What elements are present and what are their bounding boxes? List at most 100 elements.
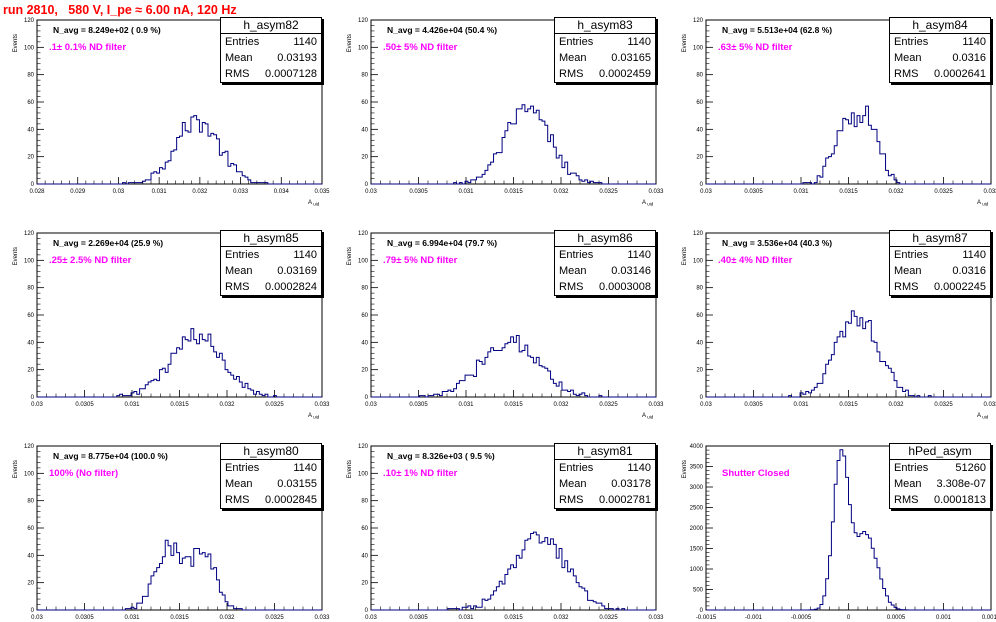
stats-value: 1140	[293, 462, 317, 474]
x-tick-label: 0.033	[648, 189, 664, 195]
y-tick-label: 0	[700, 395, 704, 401]
y-tick-label: 60	[361, 313, 368, 319]
y-axis-title: Events	[347, 247, 353, 265]
stats-row-rms: RMS 0.0002459	[555, 66, 655, 82]
y-tick-label: 3500	[690, 465, 704, 471]
stats-key: RMS	[559, 68, 584, 80]
stats-key: Entries	[225, 36, 260, 48]
stats-value: 51260	[955, 462, 986, 474]
x-tick-label: -0.0015	[696, 615, 717, 621]
stats-value: 0.03169	[277, 265, 317, 277]
x-tick-label: 0.035	[314, 189, 330, 195]
x-tick-label: 0.0015	[982, 615, 996, 621]
filter-label: .50± 5% ND filter	[383, 42, 458, 53]
stats-value: 1140	[293, 249, 317, 261]
histogram-series	[37, 115, 322, 185]
stats-box: h_asym87 Entries 1140 Mean 0.0316 RMS 0.000224…	[889, 230, 991, 296]
histogram-name: h_asym87	[890, 231, 990, 247]
y-tick-label: 0	[365, 608, 369, 614]
stats-value: 0.0316	[952, 265, 986, 277]
filter-label: 100% (No filter)	[49, 468, 119, 479]
y-tick-label: 120	[693, 231, 704, 237]
stats-value: 3.308e-07	[936, 478, 986, 490]
y-tick-label: 60	[27, 313, 34, 319]
x-tick-label: 0.0005	[887, 615, 906, 621]
y-tick-label: 100	[358, 471, 369, 477]
stats-key: Entries	[894, 36, 929, 48]
filter-label: .40± 4% ND filter	[718, 255, 793, 266]
y-tick-label: 80	[696, 73, 703, 79]
stats-row-rms: RMS 0.0002641	[890, 66, 990, 82]
y-tick-label: 80	[27, 499, 34, 505]
x-tick-label: 0.029	[70, 189, 86, 195]
y-tick-label: 120	[24, 231, 35, 237]
x-tick-label: 0.032	[888, 189, 904, 195]
filter-label: .1± 0.1% ND filter	[49, 42, 127, 53]
y-tick-label: 20	[27, 368, 34, 374]
filter-label: .25± 2.5% ND filter	[49, 255, 132, 266]
stats-row-entries: Entries 1140	[221, 34, 321, 50]
x-tick-label: 0.0315	[504, 189, 523, 195]
stats-row-mean: Mean 0.03146	[555, 263, 655, 279]
x-tick-label: 0.033	[983, 189, 996, 195]
y-axis-title: Events	[347, 460, 353, 478]
histogram-name: h_asym85	[221, 231, 321, 247]
x-axis-title: A uid	[642, 413, 654, 420]
stats-box: h_asym81 Entries 1140 Mean 0.03178 RMS 0.00027…	[554, 443, 656, 509]
x-axis-title: A uid	[642, 200, 654, 207]
y-tick-label: 80	[27, 73, 34, 79]
x-tick-label: 0.028	[29, 189, 45, 195]
histogram-series	[706, 105, 991, 185]
y-axis-title: Events	[347, 34, 353, 52]
stats-key: RMS	[225, 68, 250, 80]
stats-row-mean: Mean 0.03193	[221, 50, 321, 66]
stats-value: 0.0002641	[934, 68, 986, 80]
stats-value: 0.0002459	[599, 68, 651, 80]
stats-row-entries: Entries 1140	[221, 247, 321, 263]
navg-label: N_avg = 2.269e+04 (25.9 %)	[53, 238, 164, 248]
stats-row-rms: RMS 0.0002824	[221, 279, 321, 295]
histogram-name: h_asym80	[221, 444, 321, 460]
y-tick-label: 60	[696, 100, 703, 106]
stats-key: RMS	[894, 68, 919, 80]
stats-row-entries: Entries 1140	[555, 247, 655, 263]
x-tick-label: 0.03	[365, 402, 377, 408]
stats-box: hPed_asym Entries 51260 Mean 3.308e-07 RMS 0.0…	[889, 443, 991, 509]
x-tick-label: 0.0315	[504, 615, 523, 621]
y-tick-label: 80	[27, 286, 34, 292]
stats-value: 0.0002824	[265, 281, 317, 293]
x-tick-label: 0	[847, 615, 851, 621]
stats-key: Mean	[559, 265, 587, 277]
histogram-name: h_asym81	[555, 444, 655, 460]
navg-label: N_avg = 5.513e+04 (62.8 %)	[722, 25, 833, 35]
y-tick-label: 100	[24, 45, 35, 51]
y-tick-label: 2000	[690, 526, 704, 532]
histogram-series	[371, 104, 656, 185]
x-tick-label: 0.0325	[934, 189, 953, 195]
navg-label: N_avg = 8.775e+04 (100.0 %)	[53, 451, 168, 461]
x-tick-label: 0.001	[936, 615, 952, 621]
stats-row-mean: Mean 0.03178	[555, 476, 655, 492]
x-tick-label: 0.0305	[744, 189, 763, 195]
y-axis-title: Events	[682, 34, 688, 52]
y-tick-label: 80	[361, 286, 368, 292]
x-tick-label: 0.032	[553, 615, 569, 621]
stats-value: 0.03193	[277, 52, 317, 64]
stats-row-rms: RMS 0.0002245	[890, 279, 990, 295]
stats-box: h_asym82 Entries 1140 Mean 0.03193 RMS 0.00071…	[220, 17, 322, 83]
y-tick-label: 100	[358, 45, 369, 51]
y-tick-label: 100	[24, 471, 35, 477]
filter-label: Shutter Closed	[722, 468, 790, 479]
x-tick-label: 0.0325	[934, 402, 953, 408]
stats-row-mean: Mean 0.03165	[555, 50, 655, 66]
x-tick-label: 0.03	[113, 189, 125, 195]
y-tick-label: 0	[700, 608, 704, 614]
stats-value: 0.03146	[611, 265, 651, 277]
x-tick-label: 0.0315	[170, 402, 189, 408]
navg-label: N_avg = 8.326e+03 ( 9.5 %)	[387, 451, 495, 461]
x-tick-label: 0.031	[458, 402, 474, 408]
stats-row-entries: Entries 1140	[890, 247, 990, 263]
stats-key: Entries	[225, 249, 260, 261]
